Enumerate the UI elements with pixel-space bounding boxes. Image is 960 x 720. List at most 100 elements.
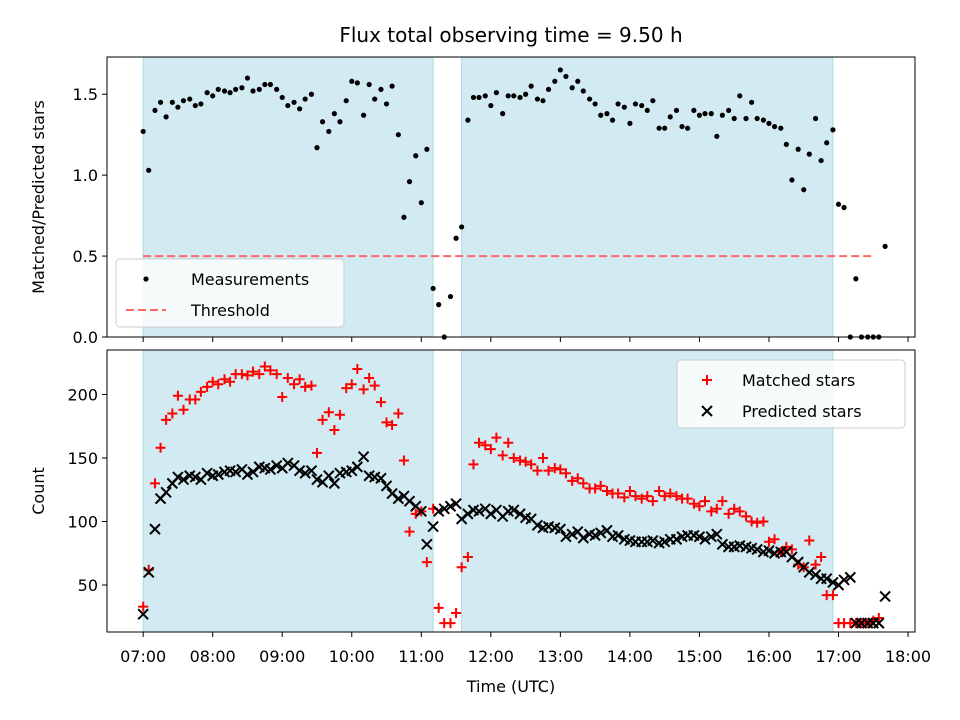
x-tick-label: 08:00 [190,647,236,666]
measurement-point [447,293,454,300]
measurement-point [262,81,268,88]
measurement-point [621,104,627,110]
measurement-point [500,111,506,117]
measurement-point [436,302,442,308]
measurement-point [493,90,499,96]
matched-point [595,480,606,491]
measurement-point [673,107,680,114]
y-tick-label: 0.5 [73,247,98,266]
measurement-point [552,78,558,84]
matched-point [636,493,647,504]
predicted-point [189,471,202,483]
matched-point [277,392,288,402]
matched-point [393,408,404,419]
measurement-point [563,73,569,80]
matched-point [729,503,740,514]
matched-point [138,601,149,612]
predicted-point [450,497,462,510]
matched-point [329,425,340,436]
y-axis-label: Matched/Predicted stars [29,100,48,294]
matched-point [190,394,201,405]
x-tick-label: 13:00 [537,647,583,666]
matched-point [346,379,357,390]
matched-point [242,370,253,381]
matched-point [642,491,653,502]
predicted-point [699,533,711,545]
matched-point [352,364,363,375]
measurement-point [453,235,459,241]
x-tick-label: 10:00 [329,647,375,666]
matched-point [207,376,218,387]
measurement-point [632,101,639,107]
measurement-point [378,86,384,92]
y-axis-label: Count [29,467,48,515]
matched-point [289,379,300,390]
measurement-point [783,141,789,147]
legend-marker-x [701,405,713,417]
predicted-point [328,477,341,490]
measurement-point [233,86,239,92]
matched-point [491,432,502,443]
measurement-point [157,99,164,105]
matched-point [480,440,491,451]
measurement-point [187,96,193,102]
x-tick-label: 11:00 [398,647,444,666]
matched-point [549,463,560,474]
matched-point [248,366,259,377]
matched-point [364,372,375,383]
matched-point [560,468,571,479]
matched-point [195,386,206,397]
measurement-point [656,125,662,131]
matched-point [265,365,276,376]
measurement-point [731,115,737,122]
matched-point [515,455,526,466]
legend-marker-dot [143,276,149,282]
predicted-point [577,532,590,544]
y-tick-label: 50 [78,576,98,595]
measurement-point [719,112,725,118]
predicted-point [658,536,671,548]
measurement-point [302,96,308,102]
measurement-point [545,86,552,92]
predicted-point [177,473,190,486]
predicted-point [149,523,161,535]
matched-point [456,562,467,573]
measurement-point [627,120,633,126]
matched-point [474,437,485,448]
measurement-point [343,98,349,104]
matched-point [578,478,589,489]
matched-point [149,478,160,489]
matched-point [769,534,780,545]
matched-point [167,408,178,419]
x-tick-label: 14:00 [607,647,653,666]
predicted-point [508,504,520,516]
matched-point [161,414,172,425]
measurement-point [650,98,656,104]
matched-point [271,369,282,380]
predicted-point [751,543,763,556]
measurement-point [476,94,482,101]
y-tick-label: 0.0 [73,328,98,347]
matched-point [630,491,641,502]
x-tick-label: 07:00 [120,647,166,666]
measurement-point [517,94,523,101]
x-tick-label: 17:00 [815,647,861,666]
matched-point [694,501,705,512]
measurement-point [319,119,326,125]
measurement-point [778,125,784,131]
predicted-point [415,505,428,518]
series-plus [138,362,884,629]
matched-point [485,444,496,455]
measurement-point [256,86,262,92]
measurement-point [250,88,256,94]
measurement-point [459,224,465,230]
predicted-point [462,508,474,520]
count-panel: 50 100 150 200 07:00 08:00 09:00 10:00 11:00 12:0… [29,350,931,666]
measurement-point [789,177,795,183]
matched-point [282,372,293,383]
measurement-point [291,99,297,105]
matched-point [752,517,763,528]
measurement-point [771,123,778,130]
measurement-point [274,86,280,92]
